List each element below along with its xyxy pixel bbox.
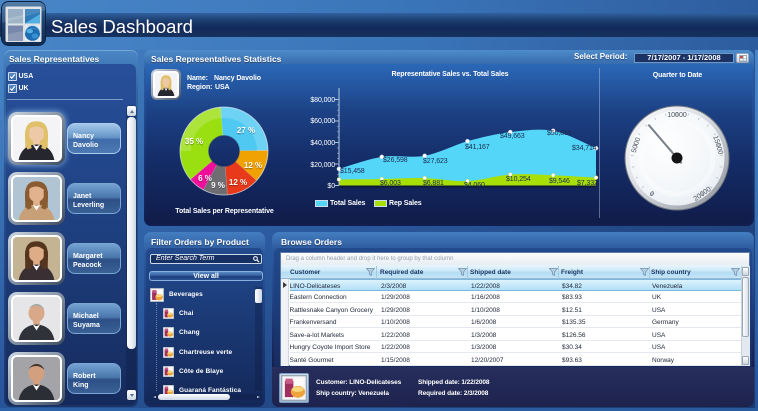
svg-text:0: 0 — [648, 190, 655, 198]
svg-text:10000: 10000 — [667, 112, 687, 119]
svg-text:5000: 5000 — [631, 137, 643, 154]
